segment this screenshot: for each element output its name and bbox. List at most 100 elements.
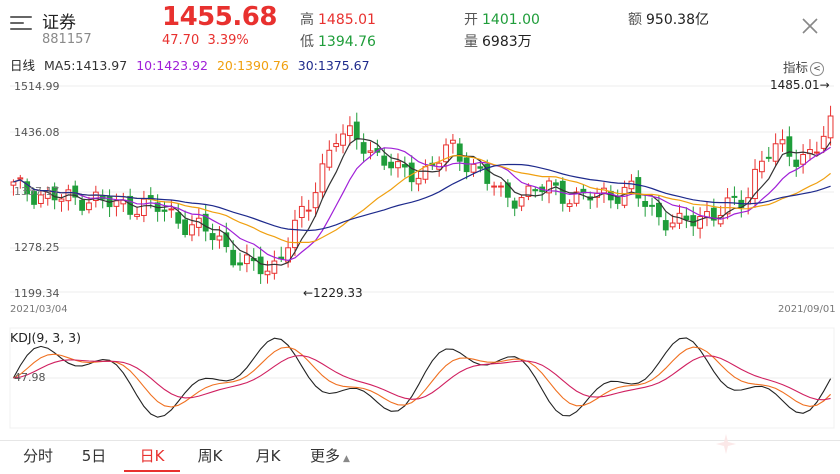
ma10-line — [13, 146, 831, 262]
candle-body — [189, 224, 195, 236]
candle-body — [779, 139, 786, 145]
candle-body — [326, 149, 333, 168]
candle-body — [264, 270, 271, 276]
candle-body — [175, 212, 182, 224]
candle-body — [58, 198, 65, 202]
kdj-j-line — [12, 337, 832, 418]
low-stat: 低 1394.76 — [300, 34, 376, 50]
tab-daily-k[interactable]: 日K — [139, 447, 165, 465]
candle-body — [484, 163, 491, 184]
high-stat: 高 1485.01 — [300, 12, 376, 28]
candle-body — [346, 125, 353, 137]
period-tabs: 分时 5日 日K 周K 月K 更多 ▲ — [0, 440, 840, 474]
candle-body — [662, 220, 669, 231]
kdj-chart[interactable] — [0, 322, 840, 434]
candle-body — [443, 144, 449, 163]
ma-legend: 日线 MA5:1413.97 10:1423.92 20:1390.76 30:… — [10, 55, 370, 74]
candle-body — [312, 192, 319, 209]
tab-more[interactable]: 更多 ▲ — [304, 445, 356, 466]
candlestick-chart[interactable] — [0, 76, 840, 316]
candle-body — [800, 154, 807, 165]
active-tab-indicator — [124, 470, 180, 472]
candle-body — [820, 135, 827, 149]
candle-body — [697, 215, 704, 229]
candle-body — [237, 262, 243, 266]
volume-stat: 量 6983万 — [464, 34, 532, 50]
ma30-line — [13, 163, 831, 232]
caret-up-icon: ▲ — [343, 454, 350, 464]
candle-body — [765, 156, 772, 159]
ma10-value: 10:1423.92 — [136, 58, 208, 73]
candle-body — [628, 180, 635, 190]
candle-body — [271, 260, 278, 274]
candle-body — [182, 219, 189, 235]
open-stat: 开 1401.00 — [464, 12, 540, 28]
current-price: 1455.68 — [162, 2, 277, 32]
candle-body — [669, 222, 676, 228]
candle-body — [532, 189, 539, 192]
price-tick-4: 1278.25 — [14, 241, 60, 254]
candle-body — [772, 143, 779, 162]
candle-body — [367, 150, 374, 153]
candle-body — [243, 254, 250, 265]
close-icon[interactable] — [800, 16, 820, 36]
price-change: 47.70 3.39% — [162, 33, 249, 48]
candle-body — [504, 182, 511, 198]
candle-body — [758, 160, 765, 173]
ai-assistant-icon[interactable] — [714, 432, 738, 456]
candle-body — [202, 213, 209, 232]
high-marker: 1485.01→ — [770, 78, 830, 92]
candle-body — [319, 163, 326, 193]
candle-body — [731, 195, 738, 198]
candle-body — [642, 200, 649, 207]
candle-body — [92, 191, 99, 202]
candle-body — [134, 213, 140, 217]
ma30-value: 30:1375.67 — [297, 58, 370, 73]
candle-body — [573, 191, 580, 204]
candle-body — [395, 161, 401, 169]
tab-weekly-k[interactable]: 周K — [197, 447, 223, 465]
kdj-level-label: 47.98 — [14, 371, 46, 384]
candle-body — [635, 177, 642, 199]
candle-body — [690, 215, 697, 227]
candle-body — [401, 164, 408, 168]
candle-body — [710, 207, 717, 221]
period-label: 日线 — [10, 58, 36, 73]
candle-body — [223, 232, 230, 248]
tab-more-label: 更多 — [310, 447, 341, 465]
candle-body — [257, 256, 264, 275]
start-date: 2021/03/04 — [10, 304, 68, 315]
candle-body — [298, 205, 305, 219]
kdj-d-line — [13, 355, 831, 401]
ma20-line — [13, 154, 831, 244]
candle-body — [230, 249, 237, 266]
change-percent: 3.39% — [207, 33, 249, 48]
candle-body — [655, 202, 662, 218]
candle-body — [793, 159, 800, 167]
chevron-left-icon: < — [810, 61, 825, 76]
candle-body — [498, 185, 504, 188]
candle-body — [292, 219, 298, 249]
tab-5day[interactable]: 5日 — [81, 447, 107, 465]
candle-body — [415, 177, 422, 185]
tab-intraday[interactable]: 分时 — [22, 447, 53, 465]
candle-body — [161, 209, 168, 212]
candle-body — [381, 155, 388, 166]
indicator-button[interactable]: 指标 < — [783, 57, 825, 76]
ma20-value: 20:1390.76 — [216, 58, 289, 73]
candle-body — [518, 197, 525, 207]
candle-body — [456, 143, 463, 162]
price-tick-5: 1199.34 — [14, 287, 60, 300]
candle-body — [422, 166, 429, 180]
menu-icon[interactable] — [10, 16, 32, 36]
candle-body — [340, 133, 346, 146]
candle-body — [72, 185, 79, 198]
candle-body — [168, 208, 175, 211]
candle-body — [37, 194, 44, 204]
change-value: 47.70 — [162, 33, 200, 48]
candle-body — [216, 235, 223, 241]
tab-monthly-k[interactable]: 月K — [255, 447, 281, 465]
indicator-label: 指标 — [783, 60, 809, 75]
price-tick-2: 1436.08 — [14, 126, 60, 139]
candle-body — [566, 203, 573, 208]
